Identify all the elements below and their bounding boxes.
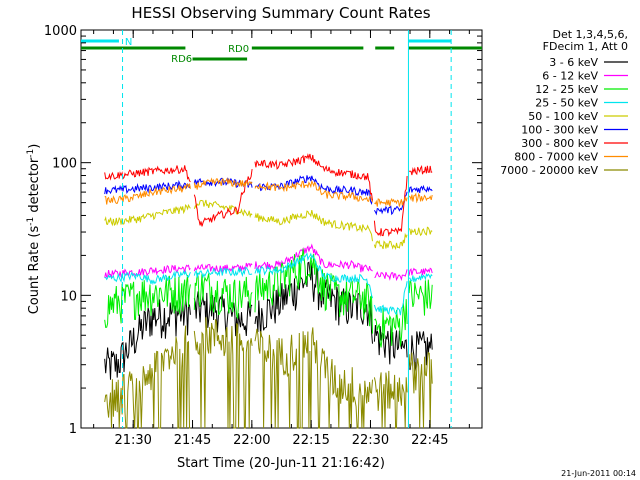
y-tick-label: 10 — [60, 289, 77, 304]
legend-label: 12 - 25 keV — [535, 83, 598, 96]
x-axis-label: Start Time (20-Jun-11 21:16:42) — [177, 456, 385, 471]
x-tick-label: 22:30 — [352, 433, 389, 448]
series-layer — [104, 153, 433, 429]
chart-title: HESSI Observing Summary Count Rates — [131, 4, 430, 22]
series-line-0 — [104, 261, 433, 380]
legend-label: 300 - 800 keV — [521, 137, 598, 150]
legend-label: 3 - 6 keV — [549, 56, 598, 69]
y-tick-label: 100 — [52, 157, 77, 172]
y-axis-label: Count Rate (s-1 detector-1) — [26, 144, 42, 315]
series-line-1 — [104, 243, 433, 282]
legend-label: 100 - 300 keV — [521, 124, 598, 137]
x-tick-label: 21:45 — [174, 433, 211, 448]
x-tick-label: 22:00 — [233, 433, 270, 448]
footer-date: 21-Jun-2011 00:14 — [561, 469, 636, 478]
x-tick-label: 22:15 — [292, 433, 329, 448]
legend-label: 50 - 100 keV — [528, 110, 598, 123]
x-tick-label: 22:45 — [411, 433, 448, 448]
legend-label: 6 - 12 keV — [542, 70, 598, 83]
axis-layer: 21:30 21:45 22:00 22:15 22:30 22:45 1 10 100 1000 — [44, 24, 482, 448]
y-tick-label: 1000 — [44, 24, 77, 39]
y-tick-label: 1 — [69, 422, 77, 437]
series-line-2 — [104, 248, 433, 348]
legend: Det 1,3,4,5,6, FDecim 1, Att 0 3 - 6 keV… — [500, 28, 628, 177]
legend-label: 25 - 50 keV — [535, 97, 598, 110]
series-line-6 — [104, 153, 433, 237]
rd0-label: RD0 — [228, 44, 249, 55]
legend-label: 800 - 7000 keV — [514, 151, 598, 164]
legend-header-2: FDecim 1, Att 0 — [543, 40, 628, 53]
series-line-8 — [104, 317, 433, 429]
x-tick-label: 21:30 — [114, 433, 151, 448]
annotation-layer: RD0 RD6 N — [81, 30, 482, 428]
legend-header-1: Det 1,3,4,5,6, — [552, 28, 628, 41]
series-line-4 — [104, 199, 433, 251]
n-label: N — [125, 37, 132, 48]
legend-label: 7000 - 20000 keV — [500, 164, 598, 177]
series-line-5 — [104, 175, 433, 216]
series-line-3 — [104, 252, 433, 316]
series-line-7 — [104, 177, 433, 207]
rd6-label: RD6 — [171, 54, 192, 65]
